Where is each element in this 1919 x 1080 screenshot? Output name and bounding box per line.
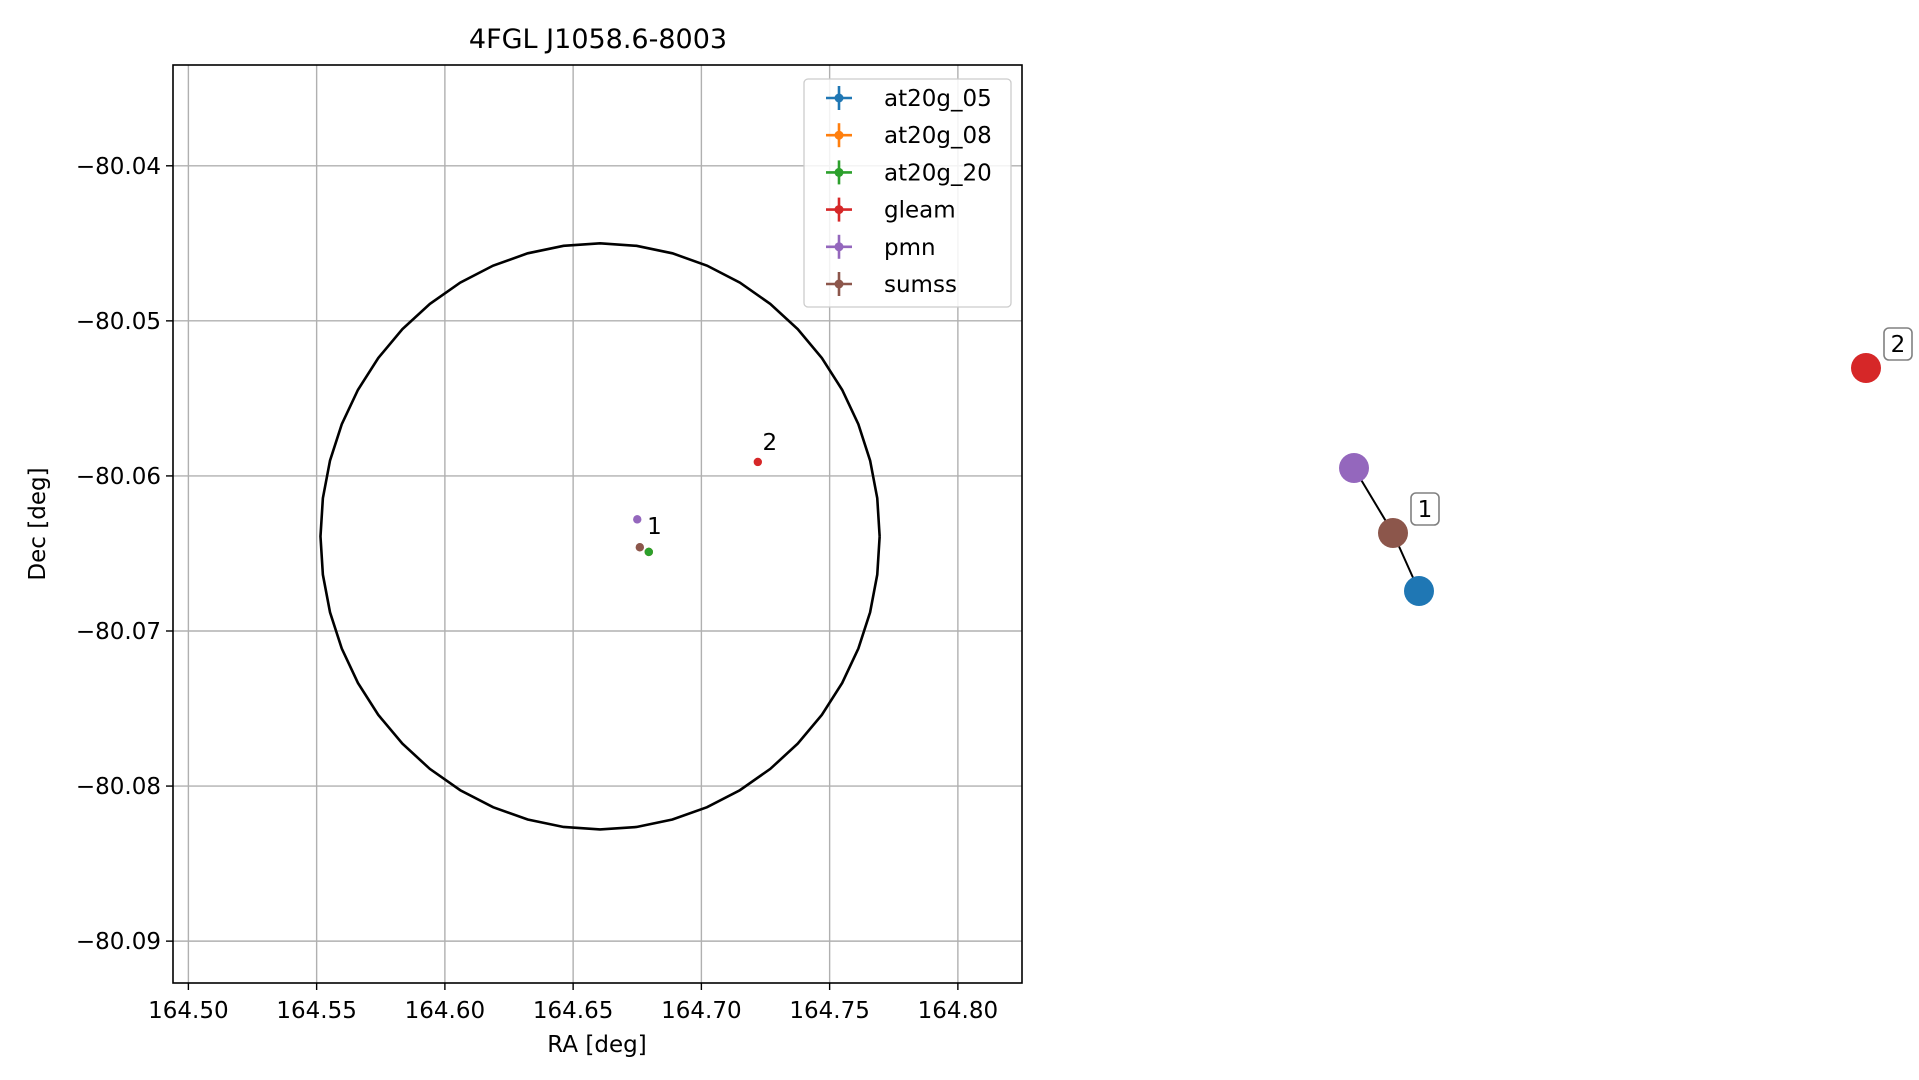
y-tick-label: −80.08 xyxy=(76,774,161,800)
source-marker-sumss xyxy=(635,543,645,552)
x-tick-label: 164.60 xyxy=(405,998,485,1024)
y-axis-ticks: −80.04 −80.05 −80.06 −80.07 −80.08 −80.09 xyxy=(76,154,173,955)
source-marker-gleam xyxy=(753,457,763,467)
x-tick-label: 164.75 xyxy=(789,998,869,1024)
y-axis-label: Dec [deg] xyxy=(25,467,51,580)
x-tick-label: 164.80 xyxy=(918,998,998,1024)
graph-node-label-box xyxy=(1883,327,1913,361)
chart-title: 4FGL J1058.6-8003 xyxy=(469,24,727,55)
error-ellipse-line xyxy=(319,242,881,831)
point-label-1: 1 xyxy=(647,514,662,540)
legend-label: at20g_20 xyxy=(884,160,992,186)
legend-label: gleam xyxy=(884,198,956,224)
legend-frame xyxy=(803,78,1012,308)
legend-entry-gleam: gleam xyxy=(826,197,956,224)
point-labels: 12 xyxy=(647,430,777,540)
graph-node: 2 xyxy=(1851,327,1913,383)
y-tick-label: −80.04 xyxy=(76,154,161,180)
y-tick-label: −80.05 xyxy=(76,309,161,335)
legend-label: sumss xyxy=(884,272,957,298)
x-tick-label: 164.55 xyxy=(276,998,356,1024)
x-axis-ticks: 164.50 164.55 164.60 164.65 164.70 164.75 164.… xyxy=(148,983,998,1024)
graph-node-label-box xyxy=(1410,492,1440,526)
sky-map-chart: 4FGL J1058.6-8003 12 164.50 164.55 164.60 1… xyxy=(25,24,1023,1058)
point-label-2: 2 xyxy=(763,430,778,456)
source-markers xyxy=(633,457,763,557)
legend-label: pmn xyxy=(884,235,936,261)
error-ellipse xyxy=(319,242,881,831)
graph-node xyxy=(1339,453,1369,483)
association-graph: 12 xyxy=(1339,327,1913,606)
legend-label: at20g_08 xyxy=(884,123,992,149)
x-tick-label: 164.70 xyxy=(661,998,741,1024)
graph-node-label: 1 xyxy=(1418,497,1433,523)
legend-entry-pmn: pmn xyxy=(826,234,936,261)
x-axis-label: RA [deg] xyxy=(547,1032,646,1058)
y-tick-label: −80.09 xyxy=(76,929,161,955)
graph-node xyxy=(1404,576,1434,606)
x-tick-label: 164.50 xyxy=(148,998,228,1024)
source-marker-at20g_20 xyxy=(644,547,653,557)
y-tick-label: −80.06 xyxy=(76,464,161,490)
plot-frame xyxy=(172,64,1023,984)
legend-entry-at20g_05: at20g_05 xyxy=(826,86,992,112)
legend-entry-sumss: sumss xyxy=(826,272,957,298)
legend-entry-at20g_20: at20g_20 xyxy=(826,160,992,186)
legend-label: at20g_05 xyxy=(884,86,992,112)
x-tick-label: 164.65 xyxy=(533,998,613,1024)
source-marker-pmn xyxy=(633,515,642,524)
graph-nodes: 12 xyxy=(1339,327,1913,606)
graph-node-label: 2 xyxy=(1891,332,1906,358)
graph-node: 1 xyxy=(1378,492,1440,548)
y-tick-label: −80.07 xyxy=(76,619,161,645)
legend-entry-at20g_08: at20g_08 xyxy=(826,123,992,149)
